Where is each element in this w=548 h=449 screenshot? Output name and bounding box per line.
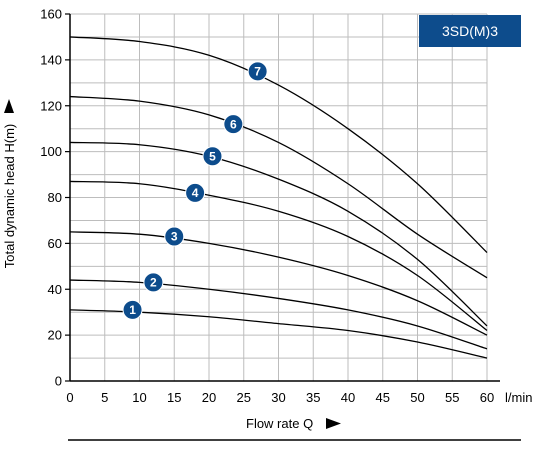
marker-1: 1 (122, 299, 143, 320)
marker-4: 4 (185, 182, 206, 203)
marker-circle (185, 182, 206, 203)
x-tick-label: 20 (202, 390, 216, 405)
curve-3 (69, 231, 488, 336)
y-tick-label: 0 (55, 374, 62, 389)
marker-circle (164, 226, 185, 247)
marker-label: 4 (192, 186, 199, 200)
x-tick-label: 0 (66, 390, 73, 405)
marker-label: 1 (129, 303, 136, 317)
marker-label: 3 (171, 230, 178, 244)
axes (65, 13, 500, 382)
curve-6 (69, 95, 488, 279)
model-label-background (419, 15, 521, 47)
y-axis-title: Total dynamic head H(m) (2, 124, 17, 269)
x-tick-label: 40 (341, 390, 355, 405)
marker-circle (202, 146, 223, 167)
marker-label: 2 (150, 276, 157, 290)
y-tick-label: 100 (40, 144, 62, 159)
curve-7 (69, 36, 488, 254)
marker-label: 7 (254, 65, 261, 79)
y-tick-label: 80 (48, 190, 62, 205)
y-tick-label: 40 (48, 282, 62, 297)
y-axis-title-group: Total dynamic head H(m) (2, 99, 17, 268)
curves (69, 36, 488, 359)
x-axis-title: Flow rate Q (246, 416, 313, 431)
y-tick-label: 20 (48, 328, 62, 343)
markers: 12 3 4 5 6 7 (122, 61, 268, 320)
model-label-box: 3SD(M)3 (419, 15, 521, 47)
x-tick-label: 25 (237, 390, 251, 405)
x-tick-label: 5 (101, 390, 108, 405)
marker-7: 7 (247, 61, 268, 82)
x-tick-label: 60 (480, 390, 494, 405)
marker-circle (247, 61, 268, 82)
marker-circle (143, 272, 164, 293)
x-tick-labels: 0 5 10 15 20 25 30 35 40 45 50 55 60 (66, 390, 494, 405)
marker-circle (122, 299, 143, 320)
marker-circle (223, 114, 244, 135)
marker-5: 5 (202, 146, 223, 167)
x-tick-label: 35 (306, 390, 320, 405)
y-tick-label: 60 (48, 236, 62, 251)
marker-3: 3 (164, 226, 185, 247)
marker-6: 6 (223, 114, 244, 135)
y-tick-label: 140 (40, 52, 62, 67)
x-tick-label: 45 (376, 390, 390, 405)
curve-4 (69, 180, 488, 332)
marker-2: 2 (143, 272, 164, 293)
x-tick-label: 50 (410, 390, 424, 405)
y-tick-label: 160 (40, 7, 62, 22)
marker-label: 5 (209, 149, 216, 163)
y-axis-arrow-icon (4, 99, 14, 113)
curve-5 (69, 141, 488, 327)
model-label: 3SD(M)3 (442, 23, 498, 39)
x-tick-label: 30 (271, 390, 285, 405)
y-tick-label: 120 (40, 98, 62, 113)
grid (70, 13, 488, 381)
curve-2 (69, 279, 488, 350)
x-unit-label: l/min (505, 390, 532, 405)
x-tick-label: 10 (132, 390, 146, 405)
x-axis-title-group: Flow rate Q (246, 416, 341, 431)
x-tick-label: 55 (445, 390, 459, 405)
x-axis-arrow-icon (326, 418, 341, 429)
marker-label: 6 (230, 117, 237, 131)
x-tick-label: 15 (167, 390, 181, 405)
y-tick-labels: 0 20 40 60 80 100 120 140 160 (40, 7, 62, 389)
